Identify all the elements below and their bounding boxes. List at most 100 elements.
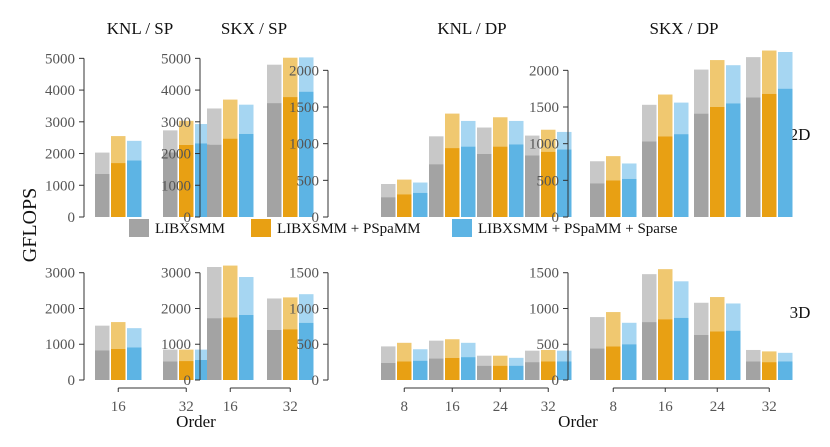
bar-total-knl-sp-3d-32-s0 [163,349,178,362]
y-tick-label: 2000 [161,147,191,163]
bar-dark-skx-dp-2d-32-s1 [762,93,777,217]
bar-dark-knl-dp-3d-32-s1 [541,361,556,380]
bar-dark-skx-dp-3d-16-s0 [642,322,657,380]
bar-total-knl-dp-2d-16-s1 [445,113,460,149]
bar-dark-knl-dp-3d-16-s2 [461,357,476,380]
bar-dark-skx-sp-3d-32-s1 [283,329,298,380]
bar-total-knl-dp-3d-16-s2 [461,342,476,358]
panel-knl-sp-2d: 0 1000 2000 3000 4000 5000 [45,51,210,226]
bar-total-knl-dp-3d-8-s2 [413,349,428,361]
bar-total-skx-sp-3d-32-s0 [267,298,282,330]
bar-dark-knl-dp-2d-8-s2 [413,192,428,217]
y-tick-label: 4000 [161,83,191,99]
bar-total-knl-sp-3d-32-s2 [195,349,210,360]
bar-total-skx-sp-3d-16-s1 [223,265,238,318]
bar-dark-knl-sp-2d-32-s1 [179,144,194,217]
bar-dark-knl-dp-2d-16-s1 [445,148,460,217]
bar-dark-knl-sp-3d-32-s0 [163,361,178,380]
bar-total-knl-dp-2d-32-s2 [557,131,572,150]
x-axis-label-sp: Order [176,412,216,431]
y-tick-label: 2000 [529,63,559,79]
bar-dark-knl-dp-3d-32-s0 [525,362,540,380]
bar-total-knl-dp-3d-8-s0 [381,346,396,363]
bar-total-skx-dp-2d-16-s2 [674,102,689,135]
bar-dark-knl-dp-3d-24-s0 [477,365,492,380]
bar-total-skx-dp-3d-8-s1 [606,312,621,347]
bar-total-knl-sp-2d-16-s0 [95,152,110,174]
y-tick-label: 1000 [529,301,559,317]
bar-total-knl-dp-2d-24-s0 [477,127,492,154]
bar-total-skx-dp-3d-32-s0 [746,349,761,362]
bar-dark-skx-sp-3d-32-s2 [299,322,314,380]
bar-total-knl-dp-2d-8-s2 [413,182,428,193]
y-axis-label: GFLOPS [19,188,41,262]
bar-dark-knl-dp-3d-8-s0 [381,362,396,380]
bar-dark-skx-dp-3d-24-s1 [710,331,725,380]
bar-dark-knl-dp-3d-32-s2 [557,361,572,380]
bar-total-skx-dp-2d-8-s0 [590,161,605,184]
bar-total-skx-dp-2d-8-s1 [606,156,621,181]
x-tick-label: 16 [223,399,239,415]
bar-dark-skx-dp-2d-16-s0 [642,141,657,217]
bar-dark-knl-dp-2d-32-s2 [557,149,572,217]
panel-skx-sp-3d: 0 1000 2000 3000 16 32 [161,265,314,415]
y-tick-label: 3000 [161,115,191,131]
x-tick-label: 24 [710,399,726,415]
bar-dark-knl-sp-2d-16-s1 [111,163,126,217]
bar-dark-skx-dp-3d-8-s0 [590,348,605,380]
bar-total-knl-dp-2d-8-s0 [381,184,396,198]
x-tick-label: 16 [658,399,674,415]
bar-total-skx-dp-3d-8-s0 [590,317,605,349]
y-tick-label: 2000 [161,301,191,317]
bar-total-skx-dp-2d-16-s0 [642,104,657,142]
bar-dark-skx-dp-3d-16-s1 [658,319,673,380]
bar-total-skx-dp-2d-32-s2 [778,52,793,89]
bar-dark-knl-sp-2d-32-s2 [195,143,210,217]
legend-swatch-libxsmm [129,219,149,237]
bar-total-knl-dp-3d-32-s1 [541,349,556,362]
bar-total-knl-dp-3d-16-s1 [445,339,460,358]
bar-dark-knl-dp-2d-24-s0 [477,153,492,217]
bar-dark-skx-dp-2d-16-s2 [674,134,689,217]
y-tick-label: 2000 [45,301,75,317]
x-tick-label: 32 [762,399,777,415]
bar-dark-skx-dp-3d-24-s0 [694,334,709,380]
bar-total-skx-sp-3d-32-s1 [283,297,298,330]
y-tick-label: 500 [297,173,320,189]
bar-dark-skx-dp-3d-8-s2 [622,344,637,380]
bar-dark-knl-dp-2d-24-s1 [493,146,508,217]
y-tick-label: 1500 [529,266,559,282]
bar-total-skx-dp-3d-24-s1 [710,297,725,332]
bar-total-skx-sp-2d-16-s1 [223,99,238,139]
x-tick-label: 16 [111,399,127,415]
bar-total-knl-dp-3d-32-s2 [557,350,572,362]
bar-total-knl-dp-3d-16-s0 [429,340,444,359]
bar-dark-skx-sp-3d-16-s0 [207,318,222,380]
bar-dark-knl-sp-2d-16-s0 [95,173,110,217]
y-tick-label: 0 [552,210,560,226]
bar-total-knl-sp-2d-16-s1 [111,136,126,164]
panel-knl-sp-3d: 0 1000 2000 3000 16 32 [45,266,210,415]
x-tick-label: 8 [401,399,409,415]
y-tick-label: 1000 [289,301,319,317]
bar-dark-skx-sp-2d-16-s2 [239,133,254,217]
bar-total-knl-dp-2d-32-s1 [541,129,556,152]
bar-total-knl-dp-2d-8-s1 [397,179,412,195]
bar-dark-skx-dp-2d-8-s2 [622,178,637,217]
legend: LIBXSMM LIBXSMM + PSpaMM LIBXSMM + PSpaM… [129,219,678,237]
bar-total-knl-sp-3d-16-s2 [127,328,142,348]
bar-dark-knl-dp-2d-32-s1 [541,151,556,217]
bar-total-skx-sp-3d-32-s2 [299,294,314,323]
y-tick-label: 0 [552,373,560,389]
bar-dark-knl-dp-3d-24-s2 [509,365,524,380]
bar-total-knl-dp-2d-16-s2 [461,120,476,147]
bar-total-knl-dp-3d-24-s1 [493,355,508,366]
bar-dark-skx-sp-2d-32-s2 [299,91,314,217]
bar-total-knl-dp-3d-24-s2 [509,357,524,366]
y-tick-label: 0 [312,373,320,389]
bar-dark-skx-dp-2d-32-s2 [778,88,793,218]
bar-dark-skx-dp-3d-32-s0 [746,361,761,380]
bar-dark-skx-sp-2d-32-s0 [267,103,282,217]
y-tick-label: 0 [68,373,76,389]
y-tick-label: 1000 [161,337,191,353]
